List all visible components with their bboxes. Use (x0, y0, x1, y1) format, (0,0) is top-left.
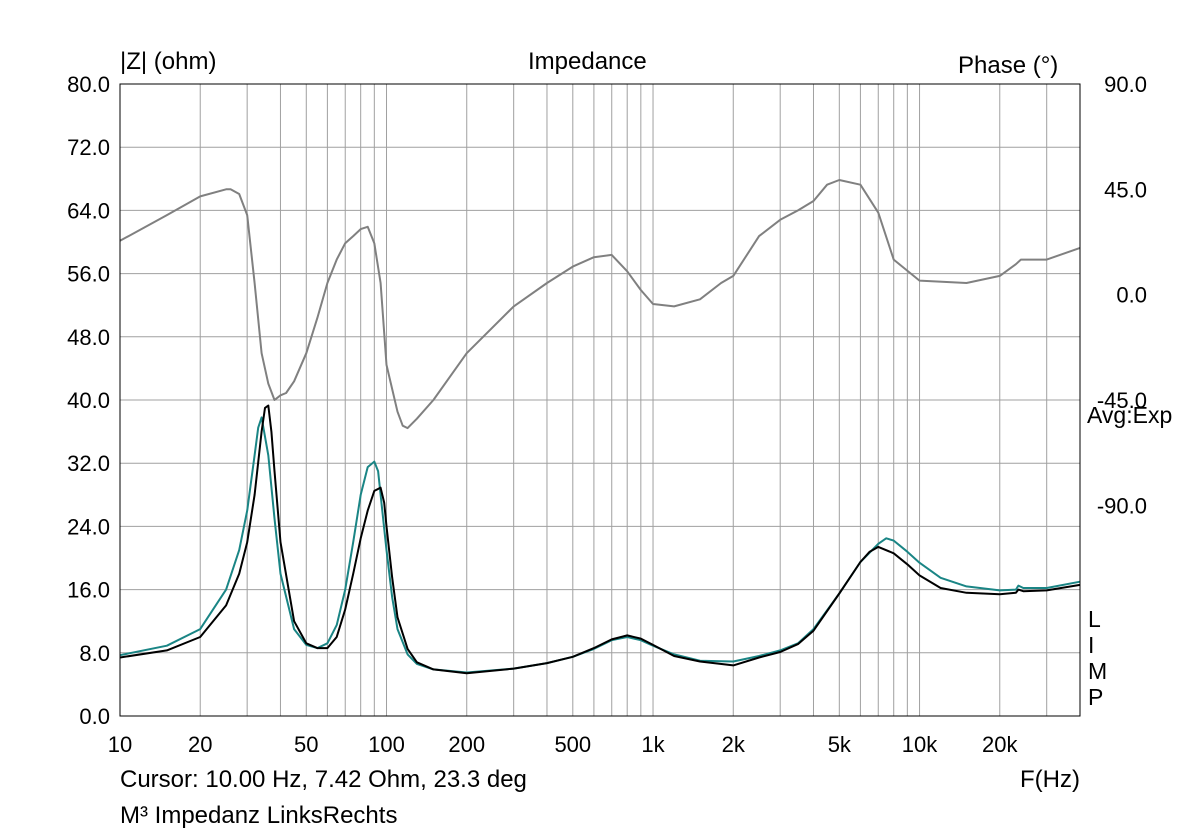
y-left-tick-label: 64.0 (67, 198, 110, 223)
x-tick-label: 100 (368, 732, 405, 757)
y-left-tick-label: 80.0 (67, 72, 110, 97)
avg-mode-label: Avg:Exp (1087, 402, 1173, 428)
y-left-tick-label: 56.0 (67, 262, 110, 287)
limp-letter-l: L (1088, 606, 1101, 632)
chart-title: Impedance (528, 48, 647, 75)
y-left-tick-label: 24.0 (67, 514, 110, 539)
x-tick-label: 20 (188, 732, 212, 757)
series-layer (119, 179, 1081, 675)
grid-layer (120, 84, 1080, 716)
y-right-tick-label: 0.0 (1116, 283, 1147, 308)
measurement-name: M³ Impedanz LinksRechts (120, 802, 398, 829)
cursor-readout: Cursor: 10.00 Hz, 7.42 Ohm, 23.3 deg (120, 766, 527, 793)
limp-letter-m: M (1088, 658, 1108, 684)
y-left-tick-label: 72.0 (67, 135, 110, 160)
limp-letter-p: P (1088, 684, 1104, 710)
y-left-tick-label: 32.0 (67, 451, 110, 476)
x-tick-label: 200 (448, 732, 485, 757)
x-tick-label: 1k (641, 732, 665, 757)
x-tick-label: 2k (722, 732, 746, 757)
y-left-tick-label: 40.0 (67, 388, 110, 413)
y-right-tick-label: -45.0 (1097, 388, 1147, 413)
tick-label-layer: 10 20 50 100 200 500 1k 2k 5k 10k 20k 0.0 8.0 16.0 24.… (67, 72, 1147, 757)
phase-series-line (119, 179, 1081, 430)
y-right-tick-label: 45.0 (1104, 177, 1147, 202)
x-tick-label: 10 (108, 732, 132, 757)
limp-letter-i: I (1088, 632, 1095, 658)
x-tick-label: 5k (828, 732, 852, 757)
y-right-tick-label: -90.0 (1097, 493, 1147, 518)
impedance-series-teal-line (119, 416, 1081, 674)
x-axis-label: F(Hz) (1020, 766, 1080, 793)
x-tick-label: 50 (294, 732, 318, 757)
plot-frame (119, 83, 1081, 717)
y-left-tick-label: 48.0 (67, 325, 110, 350)
y-right-tick-label: 90.0 (1104, 72, 1147, 97)
right-axis-label: Phase (°) (958, 52, 1059, 79)
x-tick-label: 10k (902, 732, 938, 757)
impedance-series-black-line (119, 404, 1081, 675)
y-left-tick-label: 8.0 (79, 641, 110, 666)
x-tick-label: 500 (554, 732, 591, 757)
y-left-tick-label: 16.0 (67, 578, 110, 603)
y-left-tick-label: 0.0 (79, 704, 110, 729)
left-axis-label: |Z| (ohm) (120, 48, 217, 75)
x-tick-label: 20k (982, 732, 1018, 757)
